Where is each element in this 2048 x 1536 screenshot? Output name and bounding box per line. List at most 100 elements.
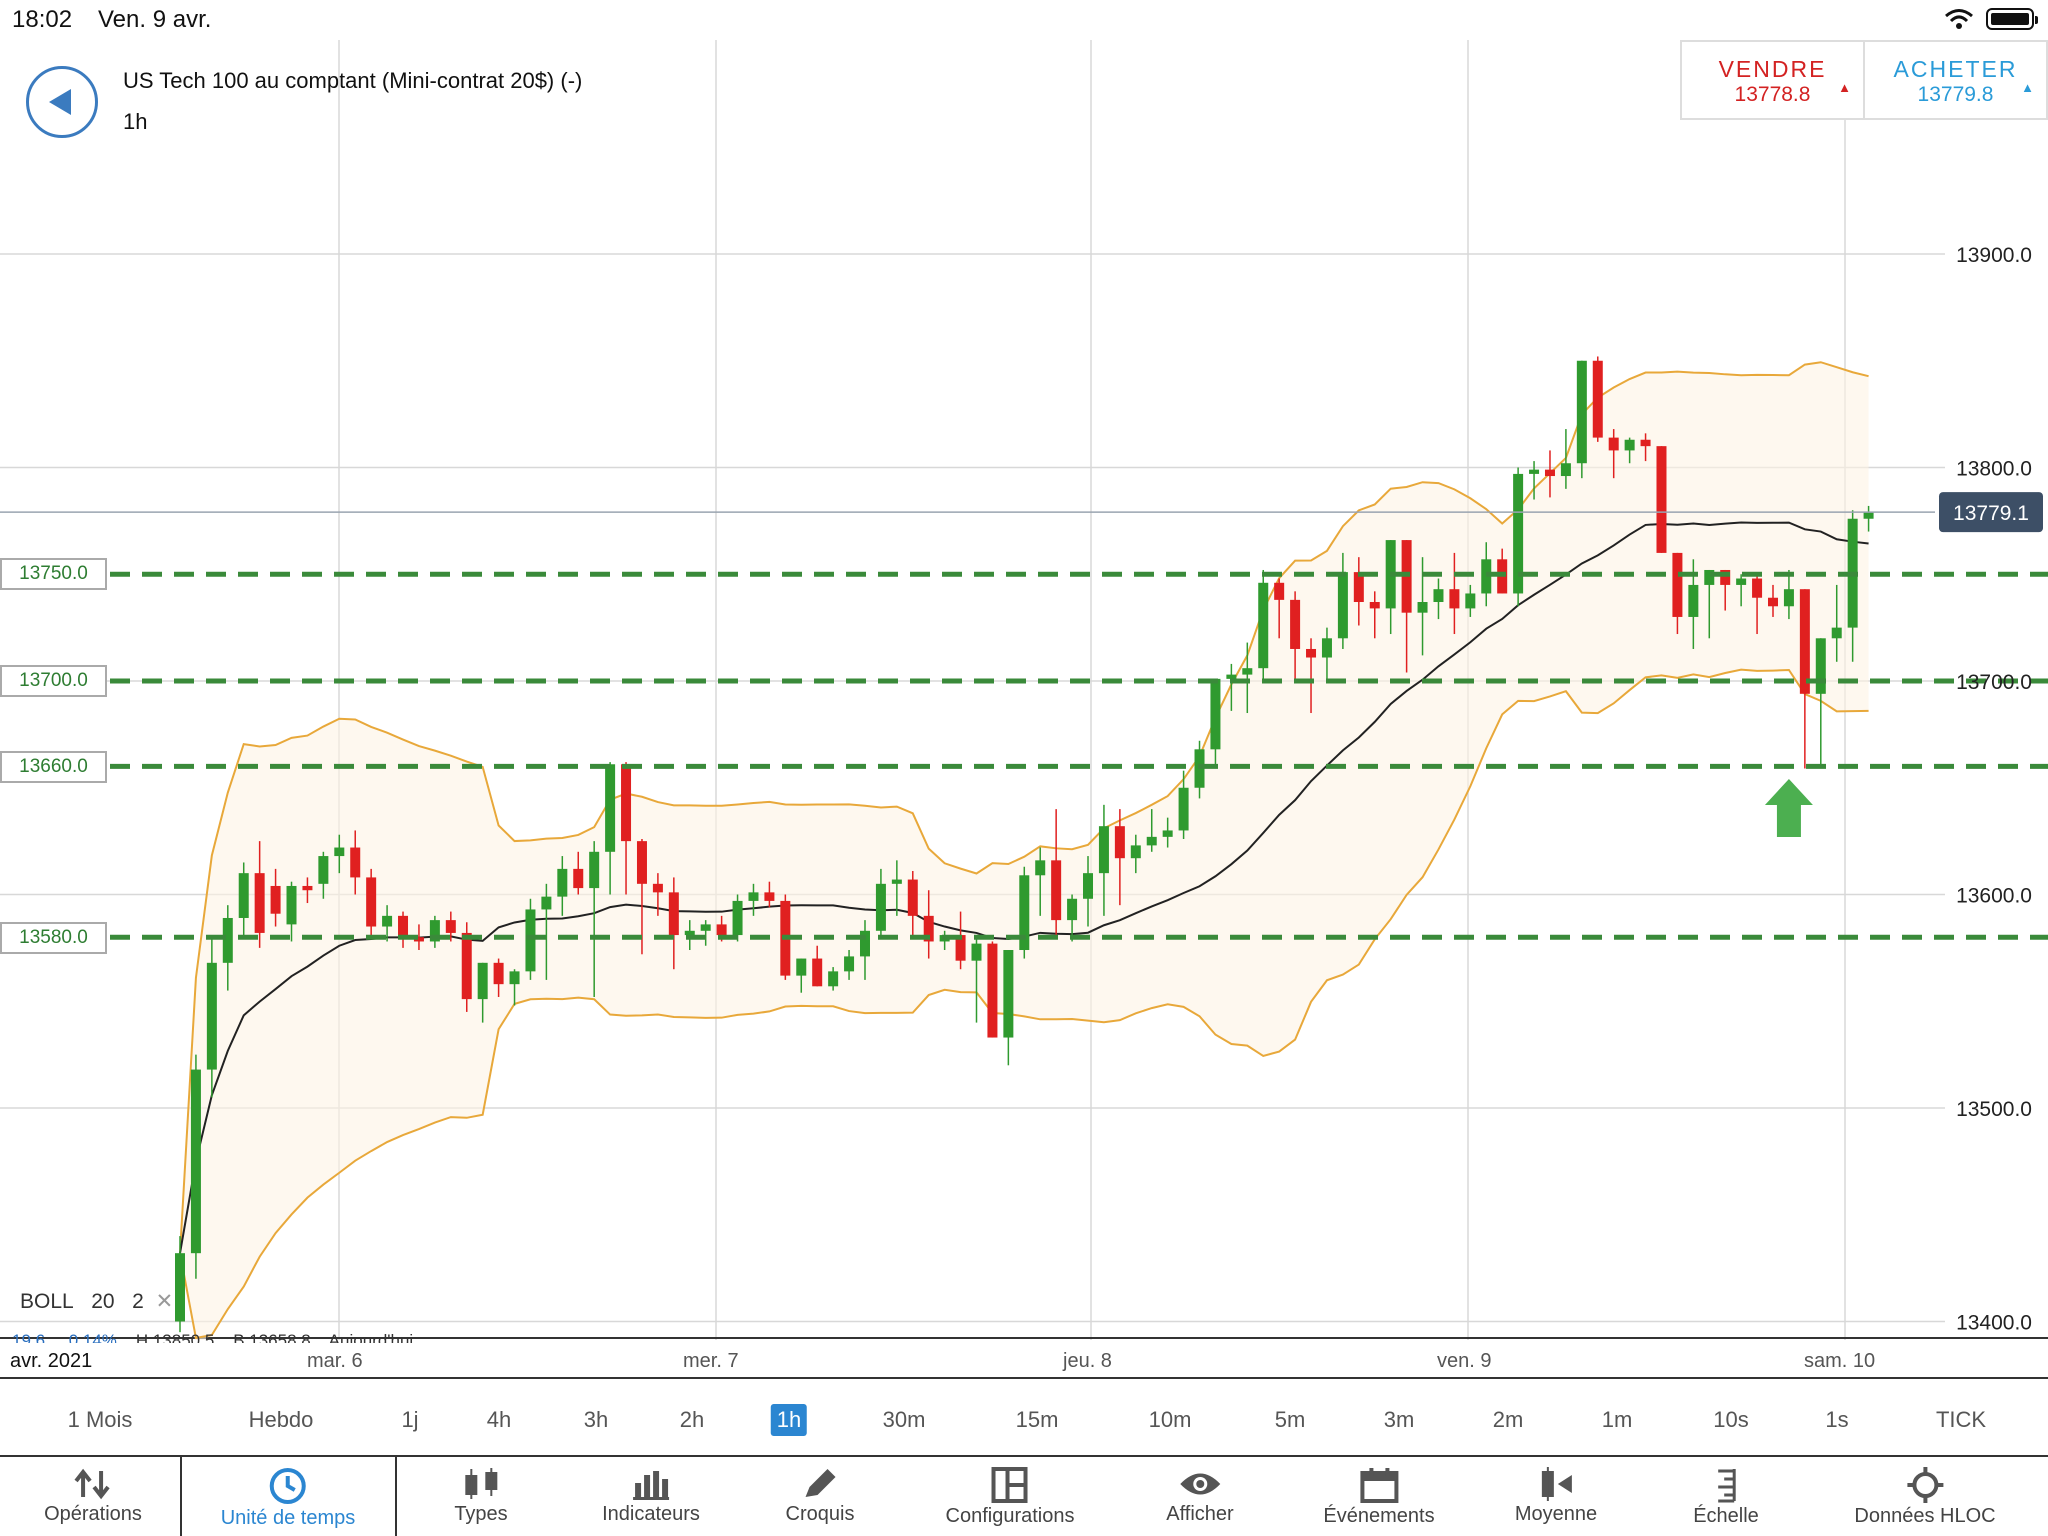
candle-body <box>1306 648 1317 658</box>
up-arrow-marker <box>1764 778 1813 837</box>
candle-body <box>1608 437 1619 451</box>
candle-body <box>1353 572 1364 603</box>
candle-body <box>1815 638 1826 694</box>
candle-body <box>844 956 855 972</box>
candle-body <box>525 909 536 972</box>
candle-body <box>748 892 759 901</box>
tf-1m[interactable]: 1m <box>1601 1407 1633 1432</box>
candle-body <box>1640 439 1651 447</box>
indicator-legend[interactable]: BOLL 20 2 ✕ <box>20 1289 173 1314</box>
candle-body <box>509 971 520 985</box>
tf-1h[interactable]: 1h <box>770 1404 808 1436</box>
bottom-toolbar: Opérations Unité de temps Types Indicate… <box>0 1455 2048 1536</box>
toolbar-indicators[interactable]: Indicateurs <box>602 1455 700 1536</box>
candle-body <box>413 937 424 942</box>
tf-10s[interactable]: 10s <box>1713 1407 1749 1432</box>
price-levels <box>0 511 2048 940</box>
candles-icon <box>464 1468 497 1499</box>
candle-body <box>1592 360 1603 438</box>
tf-1-mois[interactable]: 1 Mois <box>67 1407 133 1432</box>
toolbar-events[interactable]: Événements <box>1323 1455 1435 1536</box>
tf-tick[interactable]: TICK <box>1935 1407 1987 1432</box>
stats-high: H 13850.5 <box>135 1331 215 1343</box>
toolbar-sketch-label: Croquis <box>785 1503 855 1525</box>
level-label-13750[interactable]: 13750.0 <box>0 558 107 590</box>
candle-body <box>907 879 918 916</box>
candle-body <box>1560 463 1571 477</box>
toolbar-hloc-data-label: Données HLOC <box>1854 1505 1996 1527</box>
toolbar-scale[interactable]: Échelle <box>1693 1455 1759 1536</box>
toolbar-average[interactable]: Moyenne <box>1515 1455 1597 1536</box>
candle-body <box>461 932 472 1000</box>
tf-10m[interactable]: 10m <box>1148 1407 1192 1432</box>
level-label-13700[interactable]: 13700.0 <box>0 665 107 697</box>
candle-body <box>621 764 632 842</box>
candle-body <box>1258 582 1269 669</box>
candle-body <box>684 930 695 936</box>
layout-icon <box>992 1467 1028 1503</box>
tf-2m[interactable]: 2m <box>1492 1407 1524 1432</box>
tf-1s[interactable]: 1s <box>1825 1407 1849 1432</box>
buy-price: 13779.8 <box>1917 83 1994 106</box>
tf-1j[interactable]: 1j <box>401 1407 419 1432</box>
candle-body <box>636 841 647 884</box>
tf-3m[interactable]: 3m <box>1383 1407 1415 1432</box>
candle-body <box>429 920 440 942</box>
level-label-13580[interactable]: 13580.0 <box>0 922 107 954</box>
candle-body <box>1449 589 1460 609</box>
toolbar-configurations[interactable]: Configurations <box>945 1455 1075 1536</box>
bollinger-fill <box>180 362 1869 1340</box>
tf-2h[interactable]: 2h <box>679 1407 705 1432</box>
toolbar-configurations-label: Configurations <box>945 1505 1075 1527</box>
candle-body <box>1417 602 1428 613</box>
candle-body <box>382 915 393 927</box>
toolbar-sketch[interactable]: Croquis <box>785 1455 855 1536</box>
back-arrow-icon <box>49 89 71 115</box>
y-axis: 13900.0 13800.0 13700.0 13600.0 13500.0 13400… <box>1939 244 2043 1335</box>
price-chart[interactable]: 13900.0 13800.0 13700.0 13600.0 13500.0 13400… <box>0 40 2048 1340</box>
candle-body <box>1768 597 1778 607</box>
toolbar-operations-label: Opérations <box>44 1503 142 1525</box>
candle-body <box>1369 602 1380 609</box>
remove-indicator-icon[interactable]: ✕ <box>155 1290 174 1313</box>
toolbar-events-label: Événements <box>1323 1505 1435 1527</box>
candle-body <box>1656 446 1667 553</box>
bars-icon <box>633 1471 669 1500</box>
back-button[interactable] <box>26 66 98 138</box>
candle-body <box>1098 826 1109 874</box>
toolbar-hloc-data[interactable]: Données HLOC <box>1854 1455 1996 1536</box>
candle-body <box>1544 469 1555 477</box>
candle-body <box>573 868 584 889</box>
toolbar-scale-label: Échelle <box>1693 1505 1759 1527</box>
level-label-13660[interactable]: 13660.0 <box>0 751 107 783</box>
candle-body <box>1752 578 1763 598</box>
toolbar-timeframe[interactable]: Unité de temps <box>221 1455 355 1536</box>
candle-body <box>1433 589 1444 603</box>
up-arrow-icon <box>1764 778 1813 837</box>
status-time: 18:02 <box>12 6 73 33</box>
scale-icon <box>1717 1469 1736 1503</box>
indicator-dev: 2 <box>132 1290 144 1313</box>
candle-body <box>366 877 377 927</box>
tf-5m[interactable]: 5m <box>1274 1407 1306 1432</box>
candle-body <box>493 962 504 985</box>
instrument-title: US Tech 100 au comptant (Mini-contrat 20… <box>123 68 583 93</box>
toolbar-operations[interactable]: Opérations <box>44 1455 142 1536</box>
candle-body <box>1274 582 1285 600</box>
toolbar-average-label: Moyenne <box>1514 1503 1598 1525</box>
tf-4h[interactable]: 4h <box>486 1407 512 1432</box>
toolbar-display[interactable]: Afficher <box>1166 1455 1234 1536</box>
tf-15m[interactable]: 15m <box>1015 1407 1059 1432</box>
candle-body <box>1146 836 1157 846</box>
tf-hebdo[interactable]: Hebdo <box>248 1407 314 1432</box>
candle-body <box>286 885 297 925</box>
toolbar-types[interactable]: Types <box>454 1455 508 1536</box>
candle-body <box>589 851 600 889</box>
tf-3h[interactable]: 3h <box>583 1407 609 1432</box>
x-label-sat: sam. 10 <box>1804 1350 1876 1372</box>
trade-panel: VENDRE 13778.8 ▲ ACHETER 13779.8 ▲ <box>1680 40 2048 120</box>
sell-button[interactable]: VENDRE 13778.8 ▲ <box>1682 42 1863 118</box>
buy-button[interactable]: ACHETER 13779.8 ▲ <box>1863 42 2046 118</box>
tf-30m[interactable]: 30m <box>882 1407 926 1432</box>
status-date: Ven. 9 avr. <box>98 6 212 33</box>
